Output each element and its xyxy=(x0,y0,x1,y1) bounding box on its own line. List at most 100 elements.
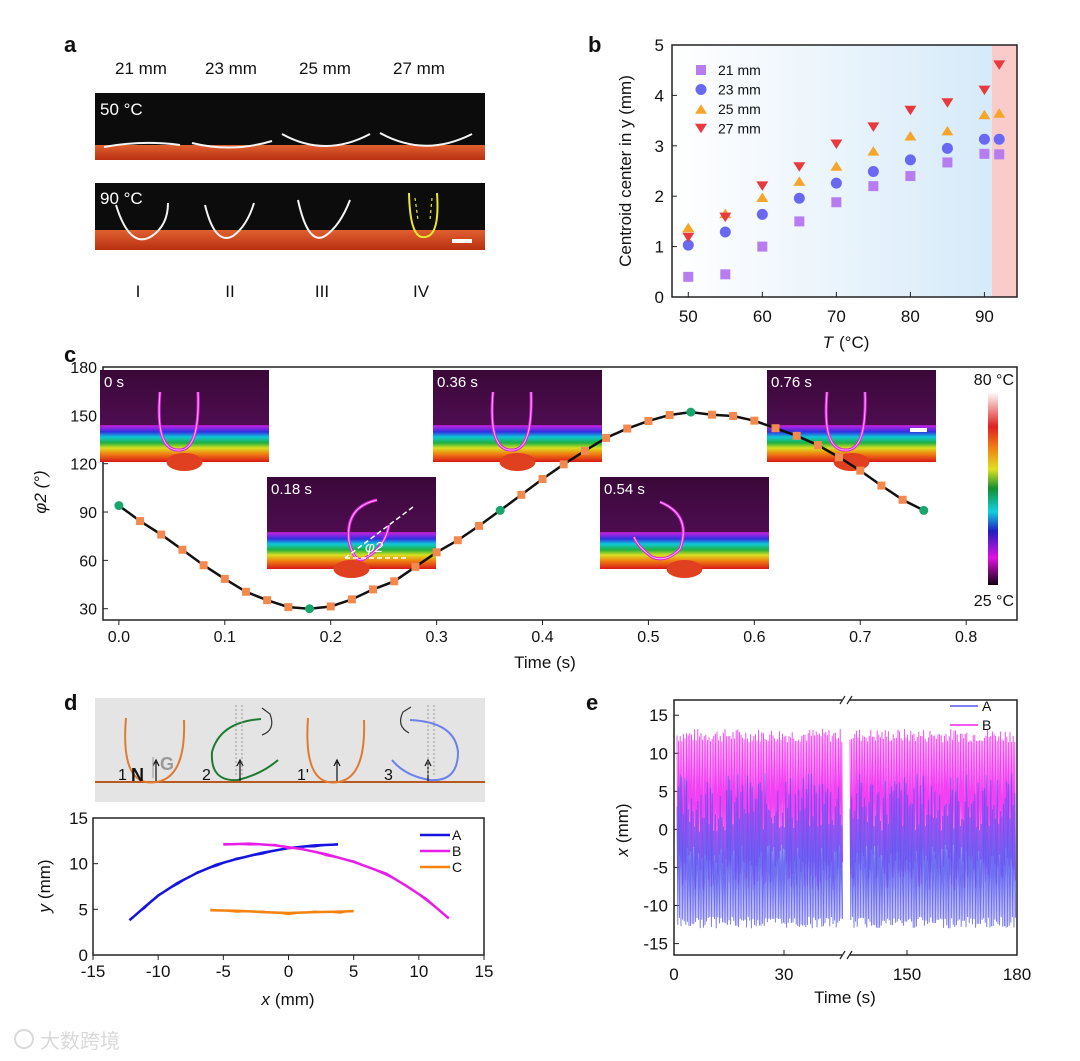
x-tick-label: 0.0 xyxy=(108,629,130,646)
y-tick-label: 5 xyxy=(79,900,88,919)
data-point xyxy=(898,495,907,504)
legend-label: C xyxy=(452,859,462,875)
data-point xyxy=(602,433,611,442)
column-label: 27 mm xyxy=(393,59,445,78)
data-point xyxy=(432,548,441,557)
inset-time-label: 0.18 s xyxy=(271,481,312,498)
legend-label: A xyxy=(452,827,462,843)
inset-time-label: 0.76 s xyxy=(771,374,812,391)
x-tick-label: -5 xyxy=(216,962,231,981)
thermal-inset: 0.54 s xyxy=(600,477,769,578)
data-point xyxy=(941,98,954,108)
thermal-inset: 0.36 s xyxy=(433,370,602,471)
highlight-point xyxy=(305,604,315,614)
photo-50c: 50 °C xyxy=(95,93,485,160)
y-tick-label: 0 xyxy=(79,946,88,965)
highlight-point xyxy=(686,407,696,417)
scale-bar xyxy=(910,428,927,432)
y-axis-title: x(mm) xyxy=(613,803,632,857)
y-axis-title: φ2 (°) xyxy=(31,470,50,513)
data-point xyxy=(411,562,420,571)
actuator-curve-highlight xyxy=(158,391,199,451)
angle-guide xyxy=(344,506,414,559)
watermark-text: 大数跨境 xyxy=(40,1030,120,1053)
x-tick-label: -10 xyxy=(146,962,171,981)
panel-b: b Centroid center in y (mm) T (°C) 0 1 2 3 4 5… xyxy=(588,32,1018,352)
gravity-label: G xyxy=(160,754,174,774)
data-point xyxy=(867,166,879,178)
data-point xyxy=(905,171,916,182)
series-line-C xyxy=(210,908,354,915)
data-point xyxy=(756,208,768,220)
legend-label: B xyxy=(452,843,461,859)
panel-label-e: e xyxy=(586,690,598,715)
x-tick-label: 50 xyxy=(679,307,698,326)
y-tick-label: 1 xyxy=(655,238,664,257)
legend-label: B xyxy=(982,717,991,733)
rotation-arrow-icon xyxy=(399,706,412,734)
roman-label: II xyxy=(225,282,234,301)
data-point xyxy=(792,431,801,440)
x-tick-label: 180 xyxy=(1003,965,1031,984)
panel-c: c Time (s) φ2 (°) 30 60 90 120 150 180 0.0 0.1 0… xyxy=(31,342,1018,672)
data-point xyxy=(994,149,1005,160)
x-axis-title: T (°C) xyxy=(823,333,870,352)
temp-label: 90 °C xyxy=(100,189,143,208)
data-point xyxy=(904,105,917,116)
data-point xyxy=(729,411,738,420)
x-tick-label: 15 xyxy=(475,962,494,981)
legend-label: 21 mm xyxy=(718,62,761,78)
roman-label: IV xyxy=(413,282,430,301)
y-tick-label: -5 xyxy=(653,858,668,877)
data-point xyxy=(993,60,1006,70)
series-line-repeat xyxy=(129,842,339,920)
data-point xyxy=(750,416,759,425)
data-point xyxy=(538,474,547,483)
data-point xyxy=(867,146,880,156)
data-point xyxy=(580,446,589,455)
rotation-arrow-icon xyxy=(261,707,273,736)
x-tick-label: 0.5 xyxy=(637,629,659,646)
colorbar-min-label: 25 °C xyxy=(974,593,1014,610)
x-axis-title: Time (s) xyxy=(814,988,876,1007)
data-point xyxy=(793,192,805,204)
data-point xyxy=(835,453,844,462)
y-tick-label: -10 xyxy=(643,897,668,916)
series-line-repeat xyxy=(223,842,450,918)
x-tick-label: 30 xyxy=(775,965,794,984)
y-tick-label: 5 xyxy=(655,36,664,55)
data-point xyxy=(993,108,1006,118)
x-tick-label: 5 xyxy=(349,962,358,981)
data-point xyxy=(904,130,917,141)
highlight-point xyxy=(919,505,929,515)
data-point xyxy=(199,561,208,570)
legend-label: 23 mm xyxy=(718,82,761,98)
thermal-inset: 0 s xyxy=(100,370,269,471)
data-point xyxy=(831,197,842,208)
data-point xyxy=(794,216,805,227)
inset-time-label: 0 s xyxy=(104,374,124,391)
normal-force-label: N xyxy=(131,765,144,785)
legend-marker xyxy=(695,84,707,95)
y-tick-label: 150 xyxy=(70,408,97,425)
data-point xyxy=(941,125,954,136)
y-tick-label: 15 xyxy=(649,706,668,725)
angle-label: φ2 xyxy=(365,539,384,556)
data-point xyxy=(682,222,695,233)
x-tick-label: -15 xyxy=(81,962,106,981)
legend-label: 27 mm xyxy=(718,121,761,137)
data-point xyxy=(978,85,991,96)
panel-label-c: c xyxy=(64,342,76,367)
watermark-logo-icon xyxy=(14,1029,34,1049)
plot-frame xyxy=(671,44,1018,298)
data-point xyxy=(830,139,843,150)
x-tick-label: 10 xyxy=(409,962,428,981)
colorbar-max-label: 80 °C xyxy=(974,372,1014,389)
data-point xyxy=(813,441,822,450)
y-tick-label: 90 xyxy=(79,505,97,522)
background-gradient xyxy=(672,45,992,297)
data-point xyxy=(220,574,229,583)
data-point xyxy=(263,596,272,605)
data-point xyxy=(942,157,953,168)
